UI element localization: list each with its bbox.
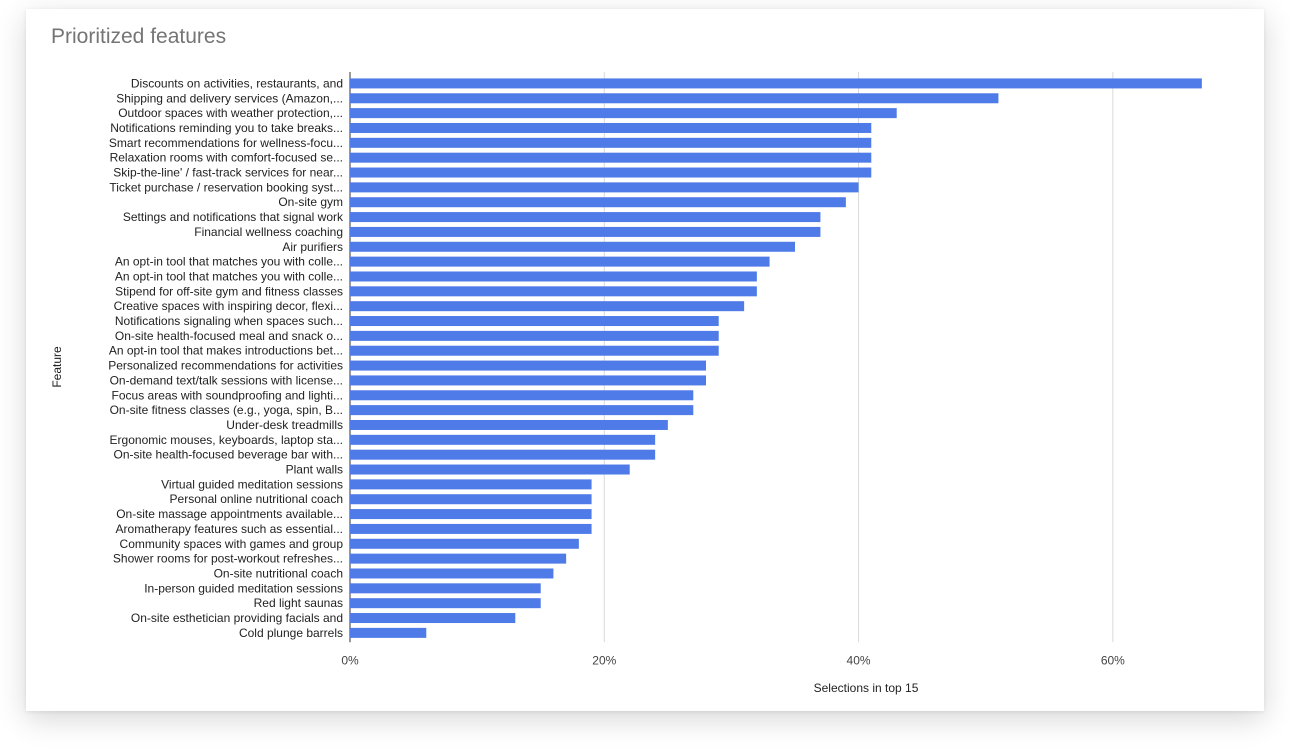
bar <box>350 122 872 133</box>
category-label: Aromatherapy features such as essential.… <box>116 522 343 536</box>
bar <box>350 405 694 416</box>
category-label: Ticket purchase / reservation booking sy… <box>109 180 343 194</box>
category-label: Cold plunge barrels <box>239 626 343 640</box>
bar <box>350 241 795 252</box>
bar <box>350 568 554 579</box>
category-label: Ergonomic mouses, keyboards, laptop sta.… <box>110 433 343 447</box>
category-label: On-site fitness classes (e.g., yoga, spi… <box>110 403 343 417</box>
x-tick-label: 0% <box>341 653 359 667</box>
bar <box>350 93 999 104</box>
bar <box>350 375 706 386</box>
bar <box>350 613 516 624</box>
category-label: On-site health-focused meal and snack o.… <box>115 329 343 343</box>
bar <box>350 301 745 312</box>
category-label: Creative spaces with inspiring decor, fl… <box>114 299 343 313</box>
bar <box>350 286 757 297</box>
y-axis-title: Feature <box>50 346 64 388</box>
category-label: An opt-in tool that matches you with col… <box>115 269 343 283</box>
category-label: An opt-in tool that makes introductions … <box>109 344 343 358</box>
bar <box>350 553 567 564</box>
category-label: Discounts on activities, restaurants, an… <box>131 76 343 90</box>
bar <box>350 316 719 327</box>
category-label: Skip-the-line' / fast-track services for… <box>113 166 343 180</box>
bars-layer <box>350 78 1202 638</box>
category-label: Outdoor spaces with weather protection,.… <box>118 106 343 120</box>
x-tick-labels: 0% 20% 40% 60% <box>341 653 1125 667</box>
bar <box>350 509 592 520</box>
category-label: Settings and notifications that signal w… <box>123 210 344 224</box>
bar <box>350 137 872 148</box>
bar <box>350 197 846 208</box>
bar <box>350 167 872 178</box>
category-label: Shower rooms for post-workout refreshes.… <box>113 552 343 566</box>
category-label: On-site health-focused beverage bar with… <box>114 448 343 462</box>
category-label: Virtual guided meditation sessions <box>161 477 343 491</box>
bar <box>350 523 592 534</box>
x-tick-label: 20% <box>592 653 616 667</box>
bar <box>350 256 770 267</box>
category-label: Under-desk treadmills <box>226 418 343 432</box>
category-label: In-person guided meditation sessions <box>144 581 343 595</box>
bar <box>350 182 859 193</box>
category-label: Shipping and delivery services (Amazon,.… <box>116 91 343 105</box>
category-label: On-site gym <box>278 195 343 209</box>
bar <box>350 419 668 430</box>
category-label: Smart recommendations for wellness-focu.… <box>109 136 343 150</box>
chart-title: Prioritized features <box>51 25 227 48</box>
category-label: Community spaces with games and group <box>120 537 344 551</box>
bar <box>350 108 897 119</box>
category-label: Notifications reminding you to take brea… <box>110 121 343 135</box>
bar <box>350 464 630 475</box>
bar <box>350 434 656 445</box>
bar <box>350 538 579 549</box>
category-label: Financial wellness coaching <box>194 225 343 239</box>
category-label: Notifications signaling when spaces such… <box>115 314 343 328</box>
bar <box>350 212 821 223</box>
x-tick-label: 40% <box>847 653 871 667</box>
category-label: On-site nutritional coach <box>214 566 343 580</box>
bar <box>350 78 1202 89</box>
x-axis-title: Selections in top 15 <box>814 681 919 695</box>
category-label: On-demand text/talk sessions with licens… <box>110 373 343 387</box>
category-label: Stipend for off-site gym and fitness cla… <box>115 284 343 298</box>
bar <box>350 390 694 401</box>
category-label: Personal online nutritional coach <box>170 492 343 506</box>
bar <box>350 479 592 490</box>
bar <box>350 345 719 356</box>
bar <box>350 152 872 163</box>
bar <box>350 271 757 282</box>
category-label: Red light saunas <box>254 596 343 610</box>
bar <box>350 494 592 505</box>
x-tick-label: 60% <box>1101 653 1125 667</box>
category-labels: Discounts on activities, restaurants, an… <box>108 76 344 639</box>
bar <box>350 226 821 237</box>
category-label: Personalized recommendations for activit… <box>108 359 343 373</box>
bar <box>350 598 541 609</box>
category-label: Focus areas with soundproofing and light… <box>112 388 343 402</box>
category-label: On-site massage appointments available..… <box>116 507 343 521</box>
bar <box>350 449 656 460</box>
bar <box>350 583 541 594</box>
bar <box>350 360 706 371</box>
bar <box>350 330 719 341</box>
category-label: On-site esthetician providing facials an… <box>131 611 343 625</box>
bar <box>350 627 427 638</box>
category-label: Plant walls <box>286 463 343 477</box>
category-label: Air purifiers <box>282 240 343 254</box>
category-label: Relaxation rooms with comfort-focused se… <box>110 151 343 165</box>
category-label: An opt-in tool that matches you with col… <box>115 255 343 269</box>
